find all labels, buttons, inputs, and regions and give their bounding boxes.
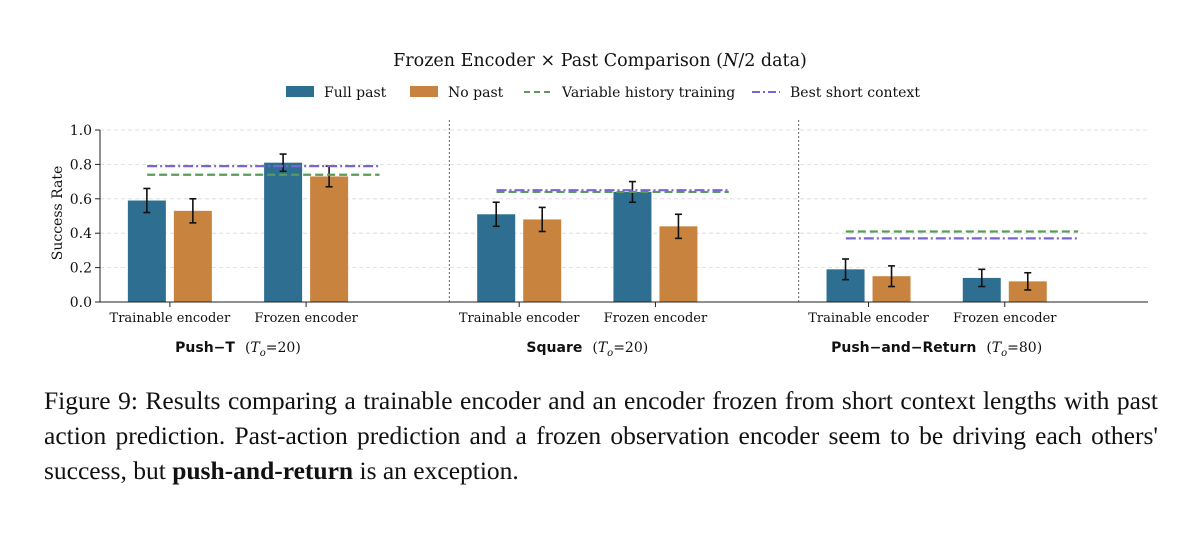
bar [477, 214, 516, 302]
panel-context-sub: o [607, 348, 613, 359]
panel-context-sub: o [260, 348, 266, 359]
bar [310, 176, 349, 302]
bar [1008, 281, 1047, 302]
caption-text-end: is an exception. [353, 456, 519, 485]
legend-label: Best short context [790, 85, 920, 101]
panel-context-value: =80) [1007, 340, 1042, 356]
panel-label: Push−T (To=20) [175, 340, 301, 359]
chart-title: Frozen Encoder × Past Comparison (N/2 da… [393, 51, 807, 71]
panel-label: Square (To=20) [526, 340, 648, 359]
x-tick-label: Trainable encoder [110, 311, 231, 326]
x-tick-label: Frozen encoder [953, 311, 1057, 326]
x-tick-label: Frozen encoder [604, 311, 708, 326]
x-tick-label: Trainable encoder [808, 311, 929, 326]
panel-context-open: ( [986, 340, 991, 356]
plot-area [127, 153, 1079, 302]
panel-context-var: T [598, 340, 609, 356]
axes: 0.0 0.2 0.4 0.6 0.8 1.0 Trainable encoder Froze… [70, 123, 1148, 359]
bar [613, 191, 652, 302]
figure-caption: Figure 9: Results comparing a trainable … [44, 383, 1158, 488]
y-tick-label: 1.0 [70, 123, 92, 139]
legend-label: Full past [324, 85, 387, 101]
bar [173, 210, 212, 302]
caption-text: Figure 9: Results comparing a trainable … [44, 386, 1158, 485]
panel-label: Push−and−Return (To=80) [831, 340, 1042, 359]
legend-label: No past [448, 85, 504, 101]
y-tick-label: 0.2 [70, 261, 92, 277]
panel-context-open: ( [592, 340, 597, 356]
panel-task: Push−and−Return [831, 340, 976, 356]
x-tick-label: Frozen encoder [254, 311, 358, 326]
legend: Full past No past Variable history trainin… [286, 85, 920, 101]
panel-context-sub: o [1001, 348, 1007, 359]
bar [523, 219, 562, 302]
panel-context-value: =20) [266, 340, 301, 356]
panel-task: Push−T [175, 340, 235, 356]
legend-label: Variable history training [561, 85, 735, 101]
chart: Frozen Encoder × Past Comparison (N/2 da… [50, 51, 1148, 359]
y-tick-label: 0.4 [70, 226, 92, 242]
y-tick-label: 0.8 [70, 157, 92, 173]
bar [127, 200, 166, 302]
x-tick-label: Trainable encoder [459, 311, 580, 326]
y-axis-label: Success Rate [50, 166, 66, 261]
legend-swatch [286, 86, 314, 97]
panel-context-var: T [250, 340, 261, 356]
y-tick-label: 0.6 [70, 192, 92, 208]
legend-swatch [410, 86, 438, 97]
panel-context-value: =20) [613, 340, 648, 356]
bar [264, 162, 303, 302]
panel-task: Square [526, 340, 582, 356]
panel-context-open: ( [245, 340, 250, 356]
caption-bold: push-and-return [172, 456, 354, 485]
panel-context-var: T [992, 340, 1003, 356]
y-tick-label: 0.0 [70, 295, 92, 311]
